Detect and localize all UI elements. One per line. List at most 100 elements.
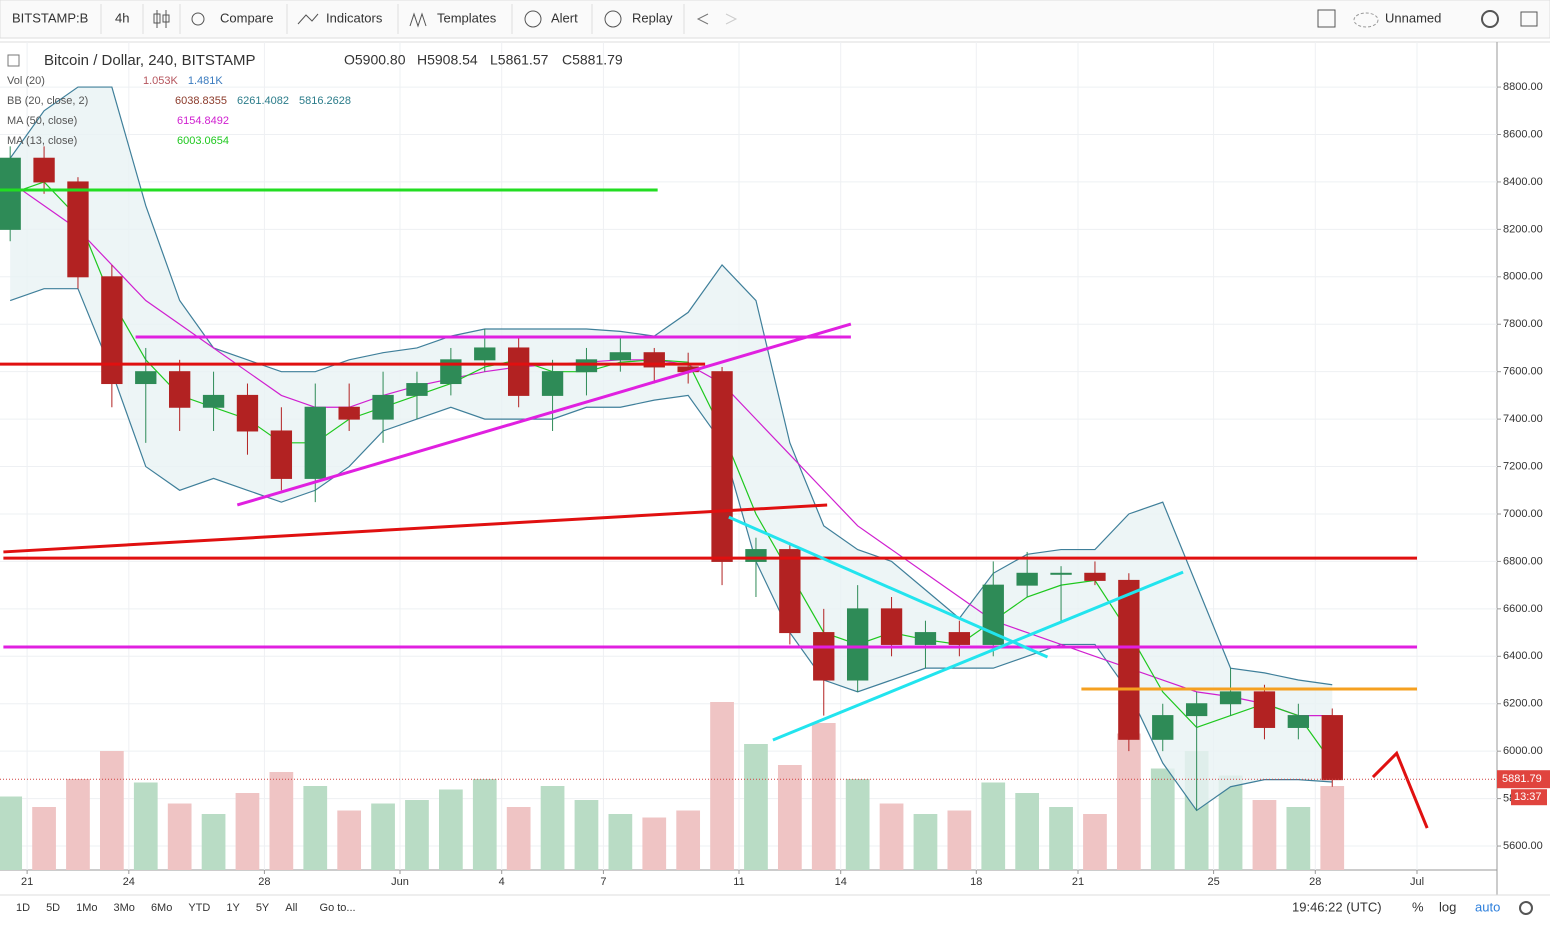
volume-bar — [981, 782, 1006, 870]
range-button[interactable]: 5Y — [256, 902, 270, 914]
y-tick-label: 8000.00 — [1503, 271, 1543, 283]
volume-bar — [235, 793, 260, 870]
templates-button[interactable]: Templates — [437, 10, 497, 25]
volume-bar — [32, 807, 56, 870]
range-button[interactable]: 1Mo — [76, 902, 97, 914]
ohlc-value: C5881.79 — [562, 52, 623, 68]
volume-bar — [710, 702, 734, 870]
volume-bar — [405, 800, 429, 870]
settings-icon[interactable] — [1519, 901, 1533, 915]
candle-body — [1050, 572, 1072, 575]
ohlc-value: L5861.57 — [490, 52, 549, 68]
series-title: Bitcoin / Dollar, 240, BITSTAMP — [44, 52, 255, 69]
y-tick-label: 7600.00 — [1503, 366, 1543, 378]
volume-bar — [879, 803, 904, 870]
toolbar — [0, 0, 1550, 39]
range-button[interactable]: 6Mo — [151, 902, 172, 914]
candle-body — [101, 276, 123, 385]
y-tick-label: 7400.00 — [1503, 413, 1543, 425]
range-button[interactable]: All — [285, 902, 297, 914]
candle-body — [1152, 715, 1174, 740]
scale-option[interactable]: % — [1412, 899, 1424, 914]
y-tick-label: 6800.00 — [1503, 555, 1543, 567]
indicator-value: 6038.8355 — [175, 95, 227, 107]
cloud-icon[interactable] — [1353, 12, 1379, 28]
candle-body — [202, 394, 225, 408]
volume-bar — [1286, 807, 1311, 870]
maximize-icon[interactable] — [1520, 11, 1538, 27]
volume-bar — [811, 723, 836, 870]
scale-option[interactable]: auto — [1475, 899, 1500, 914]
candle-body — [1321, 715, 1343, 781]
last-price-box — [1497, 770, 1550, 789]
fullscreen-toggle[interactable] — [1317, 9, 1336, 28]
indicator-line — [9, 181, 1333, 764]
candle-body — [880, 608, 903, 645]
alert-button[interactable]: Alert — [551, 10, 578, 25]
candle-body — [67, 181, 89, 278]
candle-body — [914, 632, 937, 645]
y-tick-label: 6600.00 — [1503, 603, 1543, 615]
goto-placeholder[interactable]: Go to... — [320, 902, 356, 914]
alert-icon[interactable] — [524, 10, 542, 28]
x-tick-label: 21 — [1072, 876, 1084, 888]
symbol[interactable]: BITSTAMP:B — [12, 10, 88, 25]
volume-bar — [642, 817, 667, 870]
volume-bar — [574, 800, 599, 870]
range-button[interactable]: YTD — [188, 902, 210, 914]
trend-line — [3, 503, 828, 554]
collapse-toggle[interactable] — [7, 54, 20, 67]
range-button[interactable]: 3Mo — [114, 902, 135, 914]
volume-bar — [201, 814, 226, 870]
candle-body — [338, 406, 360, 420]
layout-name[interactable]: Unnamed — [1385, 10, 1441, 25]
clock: 19:46:22 (UTC) — [1292, 899, 1382, 914]
candle-body — [236, 394, 259, 432]
compare-button[interactable]: Compare — [220, 10, 273, 25]
candle-body — [304, 406, 326, 479]
undo[interactable] — [696, 13, 709, 25]
indicator-name: Vol (20) — [7, 75, 45, 87]
range-button[interactable]: 1Y — [226, 902, 240, 914]
volume-bar — [845, 779, 870, 870]
x-tick-label: Jul — [1410, 876, 1424, 888]
trend-line — [236, 322, 852, 507]
range-button[interactable]: 5D — [46, 902, 60, 914]
volume-bar — [947, 810, 972, 870]
indicator-line — [9, 181, 1333, 717]
x-tick-label: 28 — [1309, 876, 1321, 888]
volume-bar — [66, 779, 90, 870]
scale-option[interactable]: log — [1439, 899, 1456, 914]
redo[interactable] — [725, 13, 738, 25]
volume-bar — [1252, 800, 1277, 870]
y-tick-label: 6400.00 — [1503, 650, 1543, 662]
x-tick-label: Jun — [391, 876, 409, 888]
candle-body — [1084, 572, 1106, 581]
countdown: 13:37 — [1514, 791, 1542, 803]
volume-bar — [133, 782, 158, 870]
indicators-icon[interactable] — [297, 13, 319, 25]
candle-body — [711, 371, 733, 562]
compare-icon[interactable] — [191, 12, 205, 26]
templates-icon[interactable] — [409, 12, 427, 28]
replay-icon[interactable] — [604, 10, 622, 28]
candle-body — [33, 157, 55, 183]
indicators-button[interactable]: Indicators — [326, 10, 383, 25]
chart-style-icon[interactable] — [153, 10, 170, 28]
x-tick-label: 24 — [123, 876, 135, 888]
volume-bar — [506, 807, 531, 870]
interval[interactable]: 4h — [115, 10, 129, 25]
range-button[interactable]: 1D — [16, 902, 30, 914]
candle-body — [575, 359, 598, 373]
candle-body — [406, 383, 428, 396]
volume-bar — [676, 810, 701, 870]
indicator-value: 6003.0654 — [177, 135, 229, 147]
volume-bar — [777, 765, 802, 870]
volume-bar — [472, 779, 497, 870]
replay-button[interactable]: Replay — [632, 10, 673, 25]
volume-bar — [269, 772, 294, 870]
settings-icon[interactable] — [1481, 10, 1499, 28]
candle-body — [270, 430, 293, 479]
x-tick-label: 18 — [970, 876, 982, 888]
